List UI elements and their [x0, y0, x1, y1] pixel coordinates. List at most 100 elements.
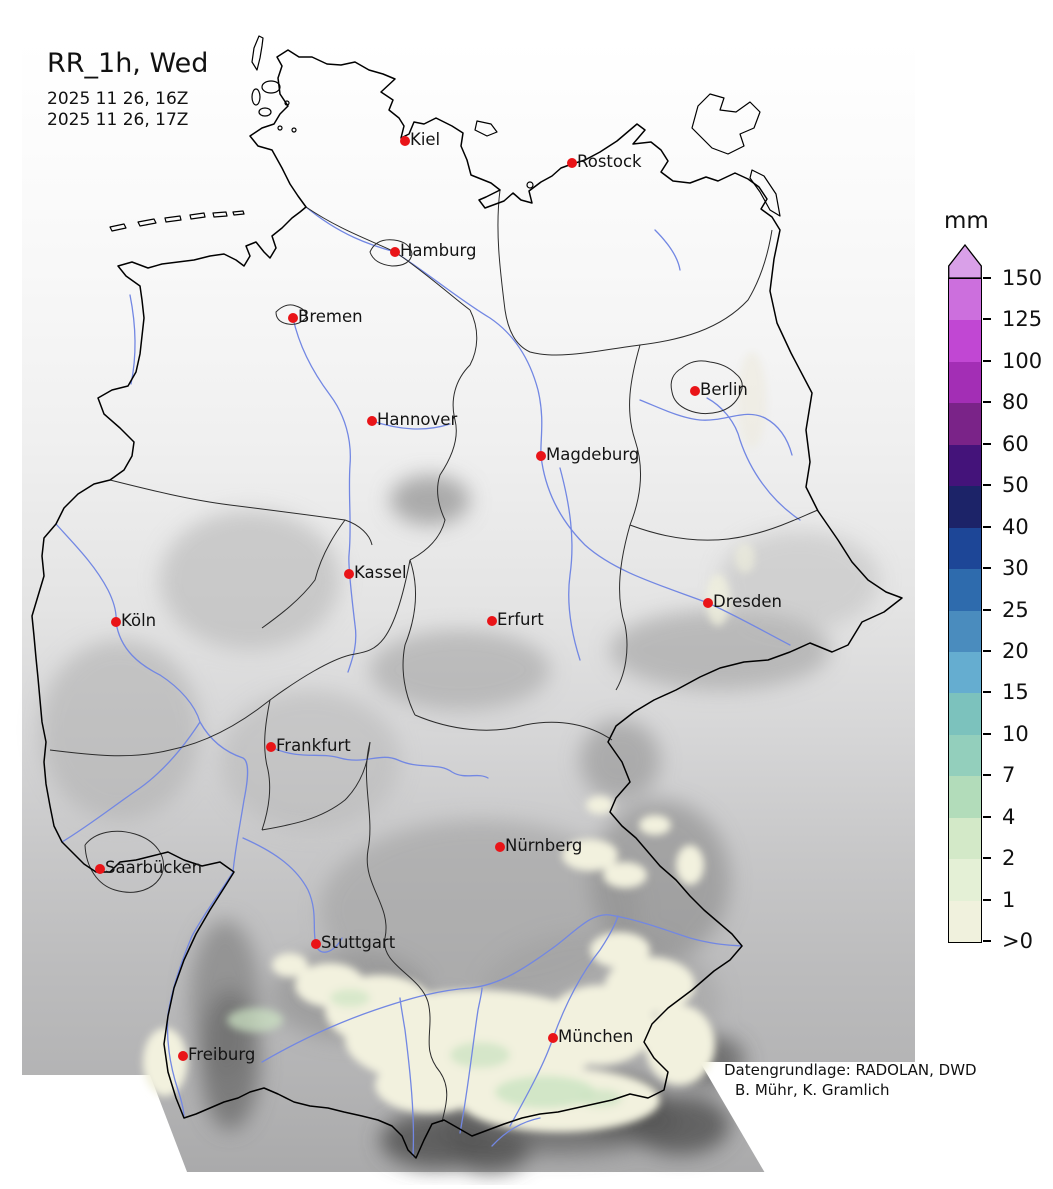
city-dot-icon: [367, 416, 377, 426]
colorbar-segment: [949, 610, 981, 652]
city-dot-icon: [690, 386, 700, 396]
tick-mark: [983, 401, 991, 404]
city-dot-icon: [487, 616, 497, 626]
tick-label: >0: [1002, 929, 1033, 953]
east-frisian-islands: [109, 210, 245, 232]
tick-label: 10: [1002, 721, 1029, 746]
city-dot-icon: [95, 864, 105, 874]
timestamp-start: 2025 11 26, 16Z: [47, 89, 189, 109]
river-weser: [292, 317, 357, 673]
tick-mark: [983, 608, 991, 611]
city-label: Saarbücken: [105, 858, 203, 877]
colorbar-segment: [949, 900, 981, 942]
tick-label: 1: [1002, 887, 1016, 912]
tick-label: 2: [1002, 846, 1016, 871]
terrain-shading: [40, 475, 880, 1172]
colorbar-unit-label: mm: [944, 208, 989, 234]
island-usedom: [749, 169, 781, 217]
tick-mark: [983, 318, 991, 321]
city-label: Erfurt: [497, 610, 544, 629]
colorbar-overflow-arrow: [948, 244, 982, 278]
city-label: Dresden: [713, 592, 782, 611]
tick-label: 80: [1002, 390, 1029, 415]
tick-mark: [983, 857, 991, 860]
city-label: Hannover: [377, 410, 458, 429]
tick-label: 4: [1002, 804, 1016, 829]
attribution: Datengrundlage: RADOLAN, DWD B. Mühr, K.…: [724, 1060, 977, 1100]
tick-mark: [983, 774, 991, 777]
city-dot-icon: [400, 136, 410, 146]
city-label: Hamburg: [400, 241, 477, 260]
germany-outline: [31, 49, 903, 1159]
island-poel: [526, 181, 534, 189]
city-dot-icon: [311, 939, 321, 949]
island-sylt: [251, 35, 264, 71]
river-aller: [371, 420, 451, 430]
river-neckar: [242, 837, 343, 953]
tick-mark: [983, 732, 991, 735]
city-dot-icon: [344, 569, 354, 579]
colorbar-segment: [949, 444, 981, 487]
city-dot-icon: [178, 1051, 188, 1061]
city-label: Freiburg: [188, 1045, 256, 1064]
tick-label: 25: [1002, 597, 1029, 622]
header: RR_1h, Wed 2025 11 26, 16Z 2025 11 26, 1…: [47, 48, 208, 131]
river-lech: [459, 987, 483, 1134]
tick-label: 30: [1002, 556, 1029, 581]
attribution-source: Datengrundlage: RADOLAN, DWD: [724, 1061, 977, 1079]
island-amrum: [251, 88, 261, 106]
tick-mark: [983, 940, 991, 942]
precipitation-patches: [143, 352, 766, 1132]
tick-mark: [983, 277, 991, 279]
tick-mark: [983, 359, 991, 362]
attribution-authors: B. Mühr, K. Gramlich: [735, 1081, 890, 1099]
tick-mark: [983, 815, 991, 818]
timestamps: 2025 11 26, 16Z 2025 11 26, 17Z: [47, 89, 208, 131]
river-saale: [559, 467, 581, 661]
tick-mark: [983, 525, 991, 528]
tick-label: 100: [1002, 348, 1043, 373]
colorbar-segment: [949, 569, 981, 611]
colorbar-segment: [949, 693, 981, 735]
city-label: Stuttgart: [321, 933, 396, 952]
border-berlin: [670, 360, 743, 415]
city-label: Berlin: [700, 380, 748, 399]
island-fehmarn: [474, 120, 498, 137]
page-title: RR_1h, Wed: [47, 48, 209, 79]
timestamp-end: 2025 11 26, 17Z: [47, 110, 189, 130]
tick-label: 60: [1002, 431, 1029, 456]
city-dot-icon: [495, 842, 505, 852]
colorbar-segment: [949, 859, 981, 901]
tick-label: 40: [1002, 514, 1029, 539]
city-label: München: [558, 1027, 634, 1046]
tick-mark: [983, 691, 991, 694]
river-iller: [399, 997, 415, 1157]
tick-label: 50: [1002, 473, 1029, 498]
colorbar-segment: [949, 817, 981, 860]
tick-mark: [983, 484, 991, 487]
tick-label: 150: [1002, 266, 1043, 290]
city-label: Bremen: [298, 307, 363, 326]
colorbar-segment: [949, 651, 981, 694]
river-peene: [654, 229, 681, 271]
colorbar-segment: [949, 361, 981, 404]
city-dot-icon: [703, 598, 713, 608]
tick-label: 7: [1002, 763, 1016, 788]
island-ruegen: [691, 93, 761, 155]
colorbar-scale: [948, 278, 982, 943]
city-dot-icon: [536, 451, 546, 461]
city-dot-icon: [548, 1033, 558, 1043]
city-label: Frankfurt: [276, 736, 351, 755]
island-pellworm: [258, 107, 272, 117]
city-dot-icon: [288, 313, 298, 323]
colorbar-segment: [949, 527, 981, 570]
tick-label: 125: [1002, 307, 1043, 332]
river-ems: [129, 294, 136, 385]
city-dot-icon: [567, 158, 577, 168]
tick-mark: [983, 442, 991, 445]
border-hamburg: [369, 239, 413, 267]
border-bremen: [275, 304, 307, 325]
islands: [109, 35, 781, 232]
